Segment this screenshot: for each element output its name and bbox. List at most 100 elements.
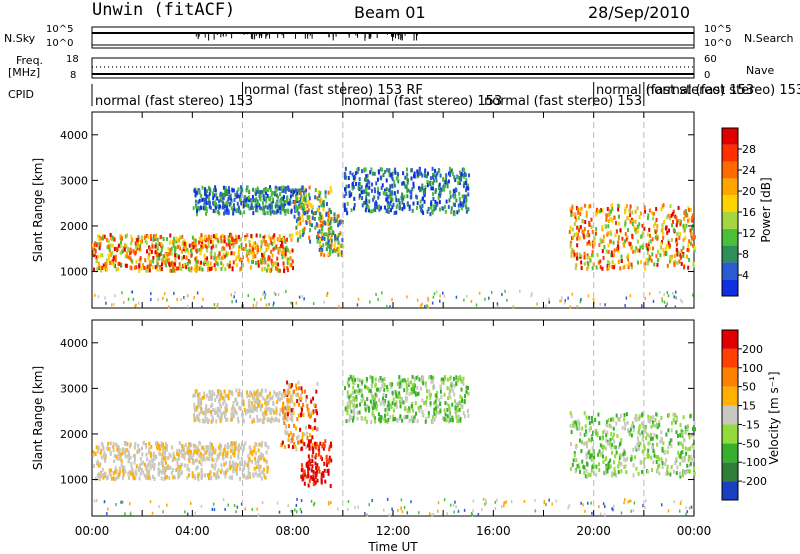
range-cell [203, 259, 206, 264]
range-cell [333, 212, 336, 217]
range-cell [213, 252, 216, 257]
range-cell [674, 413, 677, 418]
range-cell [160, 248, 163, 253]
range-cell [161, 258, 164, 263]
range-cell [464, 202, 467, 207]
range-cell [195, 212, 198, 217]
range-cell [283, 208, 286, 213]
range-cell [163, 465, 166, 470]
range-cell [667, 213, 670, 218]
colorbar-tick-label: 24 [742, 164, 756, 177]
range-cell [124, 512, 126, 516]
range-cell [217, 407, 220, 412]
range-cell [580, 266, 583, 271]
range-cell [461, 404, 464, 409]
range-cell [587, 229, 590, 234]
range-cell [372, 406, 375, 411]
range-cell [606, 430, 609, 435]
range-cell [140, 461, 143, 466]
range-cell [692, 261, 695, 266]
range-cell [187, 449, 190, 454]
range-cell [338, 246, 341, 251]
range-cell [309, 414, 312, 419]
range-cell [630, 424, 633, 429]
range-cell [223, 211, 226, 216]
range-cell [504, 289, 506, 293]
range-cell [101, 467, 104, 472]
range-cell [327, 218, 330, 223]
range-cell [286, 380, 289, 385]
range-cell [197, 200, 200, 205]
range-cell [113, 459, 116, 464]
range-cell [413, 382, 416, 387]
range-cell [387, 201, 390, 206]
range-cell [403, 505, 406, 509]
range-cell [222, 252, 225, 257]
range-cell [286, 412, 289, 417]
range-cell [214, 235, 217, 240]
range-cell [197, 453, 200, 458]
range-cell [456, 419, 459, 424]
range-cell [258, 399, 261, 404]
range-cell [682, 470, 685, 475]
range-cell [266, 193, 269, 198]
range-cell [325, 454, 328, 459]
range-cell [601, 208, 604, 213]
range-cell [316, 196, 319, 201]
cpid-label: CPID [8, 88, 35, 101]
range-cell [601, 266, 604, 271]
range-cell [262, 260, 265, 265]
range-cell [652, 423, 655, 428]
range-cell [574, 265, 577, 270]
range-cell [117, 472, 120, 477]
range-cell [669, 472, 672, 477]
range-cell [590, 501, 592, 505]
range-cell [681, 444, 684, 449]
range-cell [288, 250, 291, 255]
range-cell [253, 404, 256, 409]
range-cell [107, 238, 110, 243]
range-cell [596, 207, 599, 212]
range-cell [611, 436, 614, 441]
range-cell [252, 254, 255, 259]
range-cell [307, 483, 310, 488]
range-cell [629, 427, 632, 432]
range-cell [226, 442, 229, 447]
range-cell [260, 260, 263, 265]
range-cell [220, 390, 223, 395]
range-cell [599, 259, 602, 264]
colorbar-tick-label: 20 [742, 185, 756, 198]
range-cell [317, 190, 320, 195]
range-cell [303, 481, 306, 486]
range-cell [672, 291, 674, 295]
range-cell [206, 456, 209, 461]
range-cell [196, 291, 199, 295]
range-cell [257, 260, 260, 265]
range-cell [295, 225, 298, 230]
range-cell [559, 299, 561, 303]
range-cell [628, 499, 630, 503]
range-cell [392, 417, 395, 422]
range-cell [450, 382, 453, 387]
range-cell [627, 500, 629, 504]
range-cell [149, 461, 152, 466]
range-cell [300, 447, 303, 452]
range-cell [209, 205, 212, 210]
range-cell [636, 248, 639, 253]
range-cell [313, 501, 316, 505]
range-cell [371, 394, 374, 399]
range-cell [405, 391, 408, 396]
range-cell [174, 257, 177, 262]
range-cell [156, 255, 159, 260]
freq-panel [91, 57, 695, 79]
range-cell [264, 240, 267, 245]
range-cell [320, 215, 323, 220]
range-cell [452, 188, 455, 193]
range-cell [156, 237, 159, 242]
range-cell [264, 296, 266, 300]
range-cell [624, 464, 627, 469]
range-cell [249, 408, 252, 413]
range-cell [167, 466, 170, 471]
range-cell [615, 413, 618, 418]
